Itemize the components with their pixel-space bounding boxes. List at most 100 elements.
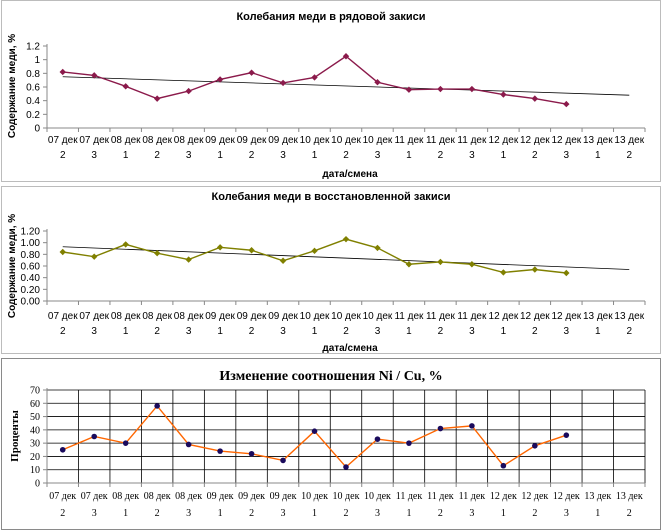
x-tick-label-date: 12 дек [553,491,580,502]
x-tick-label-shift: 3 [564,508,569,519]
y-tick-label: 0.60 [21,262,41,273]
x-tick-label-date: 08 дек [111,311,141,322]
x-tick-label-date: 12 дек [551,311,581,322]
data-point [531,266,539,273]
x-tick-label-date: 07 дек [79,135,109,146]
y-tick-label: 0.40 [21,273,41,284]
x-tick-label-shift: 3 [91,326,97,337]
y-tick-label: 0.20 [21,285,41,296]
x-tick-label-shift: 2 [438,508,443,519]
data-point [374,436,381,442]
x-tick-label-date: 09 дек [238,491,265,502]
x-tick-label-date: 11 дек [427,491,454,502]
x-tick-label-date: 13 дек [583,311,613,322]
x-tick-label-shift: 3 [469,508,474,519]
x-tick-label-date: 10 дек [333,491,360,502]
x-tick-label-date: 13 дек [614,311,644,322]
y-tick-label: 50 [30,412,40,423]
y-tick-label: 1 [34,55,40,66]
data-point [468,261,476,268]
x-tick-label-shift: 2 [154,326,160,337]
y-tick-label: 1.00 [21,238,41,249]
data-point [122,440,129,446]
data-point [153,249,161,257]
data-point [343,464,349,470]
x-tick-label-date: 07 дек [49,491,76,502]
x-tick-label-date: 08 дек [111,135,141,146]
chart-raw-oxide: Колебания меди в рядовой закиси 0 0.2 0.4 0.… [7,11,646,180]
x-tick-label-shift: 2 [249,326,255,337]
data-point [500,91,507,98]
data-point [91,253,98,260]
x-axis-title: дата/смена [322,343,378,353]
x-tick-label-shift: 2 [532,508,537,519]
x-tick-label-shift: 3 [186,508,191,519]
y-tick-label: 1.2 [26,42,40,53]
x-tick-label-shift: 3 [564,326,570,337]
x-tick-label-date: 09 дек [205,311,235,322]
y-tick-label: 0 [35,479,40,490]
trendline [62,76,630,96]
x-tick-label-shift: 1 [217,150,223,161]
data-point [563,100,570,108]
data-point [437,85,444,93]
x-tick-label-date: 09 дек [207,491,234,502]
x-tick-label-date: 11 дек [394,311,424,322]
data-point [91,433,98,440]
data-point [59,248,66,256]
x-tick-label-date: 10 дек [301,491,328,502]
y-tick-label: 60 [30,399,40,410]
x-tick-label-date: 11 дек [396,491,423,502]
data-point [532,443,538,449]
x-tick-label-shift: 2 [249,508,254,519]
data-point [122,83,129,90]
x-tick-label-shift: 2 [344,508,349,519]
data-point [405,261,413,268]
data-point [437,425,444,432]
x-tick-label-shift: 1 [406,508,411,519]
x-tick-label-shift: 3 [92,508,97,519]
data-point [563,269,570,277]
x-tick-label-shift: 2 [155,508,160,519]
data-point [500,462,507,469]
x-tick-label-date: 13 дек [584,491,611,502]
x-tick-label-shift: 3 [186,326,192,337]
x-tick-label-shift: 1 [406,150,412,161]
data-point [279,257,287,264]
x-tick-label-shift: 1 [217,326,223,337]
y-tick-label: 0.4 [26,96,40,107]
data-point [280,457,286,464]
x-tick-label-shift: 1 [218,508,223,519]
x-tick-label-shift: 2 [532,150,538,161]
y-tick-label: 1.20 [21,227,41,238]
x-tick-label-shift: 3 [281,508,286,519]
y-tick-label: 0 [34,124,40,135]
x-tick-label-shift: 1 [123,326,129,337]
x-tick-label-shift: 1 [312,326,318,337]
data-point [248,450,255,457]
x-tick-label-date: 07 дек [48,135,78,146]
x-tick-label-shift: 3 [469,150,475,161]
x-tick-label-date: 12 дек [520,135,550,146]
x-tick-label-date: 12 дек [521,491,548,502]
data-point [437,258,444,266]
series-line [62,238,567,274]
chart-title: Колебания меди в рядовой закиси [236,11,425,23]
data-point [91,72,98,79]
x-tick-label-date: 13 дек [614,135,644,146]
data-point [311,247,318,255]
data-point [185,87,192,95]
data-point [248,69,255,76]
x-tick-label-shift: 3 [375,326,381,337]
data-point [216,76,224,83]
x-tick-label-shift: 2 [438,326,444,337]
data-point [59,446,66,453]
data-point [342,235,350,243]
data-point [374,244,381,252]
x-tick-label-date: 11 дек [426,311,456,322]
x-tick-label-date: 08 дек [112,491,139,502]
x-tick-label-date: 12 дек [489,135,519,146]
x-tick-label-shift: 1 [312,508,317,519]
chart-title: Колебания меди в восстановленной закиси [212,191,451,203]
data-point [154,403,160,409]
